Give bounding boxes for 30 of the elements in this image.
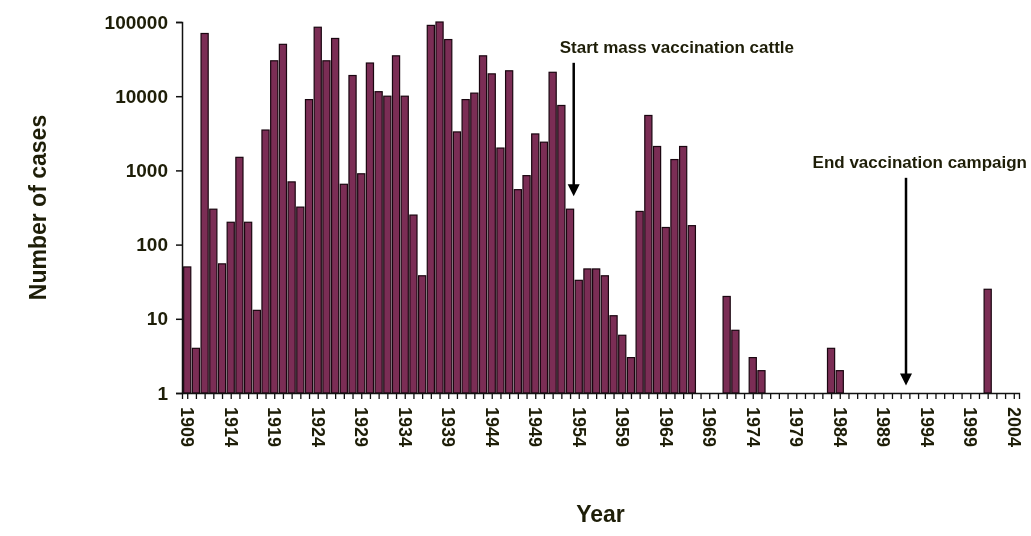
x-tick-label: 1954 [568, 407, 589, 448]
x-tick-label: 1959 [612, 407, 633, 448]
x-tick-label: 1974 [742, 407, 763, 448]
x-tick-label: 1999 [960, 407, 981, 448]
x-axis-title: Year [576, 501, 625, 527]
y-tick-label: 10000 [115, 85, 168, 107]
y-tick-label: 1 [157, 382, 169, 404]
x-tick-label: 1989 [873, 407, 894, 448]
annotation: Start mass vaccination cattle [559, 37, 795, 57]
x-tick-label: 1939 [438, 407, 459, 448]
y-tick-label: 10 [146, 308, 168, 330]
y-tick-label: 100000 [104, 11, 168, 33]
x-tick-label: 1909 [177, 407, 198, 448]
x-tick-label: 2004 [1003, 407, 1024, 448]
annotation: End vaccination campaign [812, 152, 1027, 172]
x-tick-label: 1924 [307, 407, 328, 448]
x-tick-label: 1984 [829, 407, 850, 448]
y-tick-label: 1000 [125, 159, 168, 181]
x-tick-label: 1949 [525, 407, 546, 448]
x-tick-label: 1944 [481, 407, 502, 448]
x-tick-label: 1969 [699, 407, 720, 448]
x-tick-label: 1964 [655, 407, 676, 448]
x-tick-label: 1914 [220, 407, 241, 448]
x-tick-label: 1929 [351, 407, 372, 448]
x-tick-label: 1919 [264, 407, 285, 448]
y-tick-label: 100 [136, 234, 168, 256]
y-axis-title: Number of cases [25, 114, 51, 301]
x-tick-label: 1934 [394, 407, 415, 448]
x-tick-label: 1979 [786, 407, 807, 448]
x-tick-label: 1994 [916, 407, 937, 448]
